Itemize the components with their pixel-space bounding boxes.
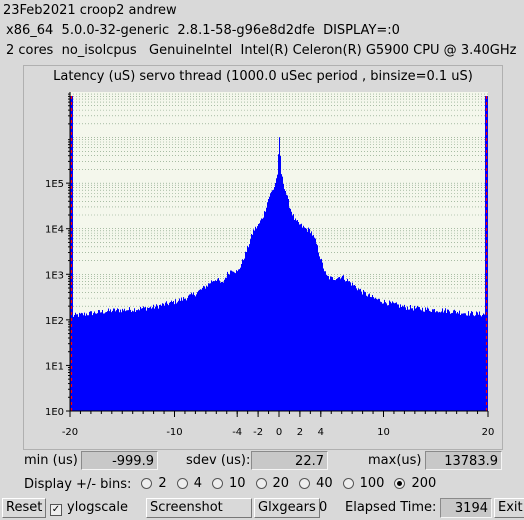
- checkmark-icon: ✓: [50, 504, 62, 516]
- bins-selector: Display +/- bins: 2 4 10 20 40 100 200: [24, 475, 436, 493]
- x-tick-label: -20: [62, 427, 78, 438]
- bins-label: Display +/- bins:: [24, 476, 132, 492]
- y-tick-label: 1E2: [45, 316, 64, 327]
- elapsed-time-value: 3194: [440, 498, 492, 518]
- bins-radio-label: 200: [411, 475, 437, 491]
- radio-dot-icon: [299, 477, 311, 489]
- bins-radio-label: 20: [272, 475, 290, 491]
- header-line-cpu: 2 cores no_isolcpus GenuineIntel Intel(R…: [6, 43, 517, 58]
- bins-radio-200[interactable]: 200: [394, 476, 436, 491]
- bins-radio-label: 100: [359, 475, 385, 491]
- bins-radio-100[interactable]: 100: [342, 475, 385, 491]
- radio-dot-icon: [176, 477, 188, 489]
- latency-histogram: Latency (uS) servo thread (1000.0 uSec p…: [23, 65, 503, 450]
- min-value: -999.9: [81, 451, 158, 470]
- radio-dot-icon: [342, 477, 354, 489]
- bins-radio-40[interactable]: 40: [299, 476, 333, 491]
- header-line-date-host: 23Feb2021 croop2 andrew: [3, 3, 177, 18]
- elapsed-time-label: Elapsed Time:: [345, 500, 437, 515]
- bins-radio-label: 40: [316, 475, 333, 491]
- reset-button[interactable]: Reset: [2, 498, 47, 518]
- max-label: max(us): [368, 453, 422, 468]
- y-tick-label: 1E5: [45, 179, 64, 190]
- radio-dot-icon: [211, 477, 223, 489]
- radio-dot-icon: [141, 477, 153, 489]
- screenshot-button[interactable]: Screenshot: [146, 498, 252, 518]
- chart-title: Latency (uS) servo thread (1000.0 uSec p…: [53, 69, 473, 84]
- min-label: min (us): [24, 453, 78, 468]
- x-tick-label: -4: [232, 427, 242, 438]
- x-tick-label: 10: [377, 427, 390, 438]
- x-tick-label: 2: [297, 427, 303, 438]
- y-tick-label: 1E0: [45, 407, 64, 418]
- radio-dot-icon: [394, 477, 406, 489]
- x-tick-label: -2: [253, 427, 263, 438]
- ylogscale-checkbox[interactable]: ✓ ylogscale: [50, 500, 128, 516]
- glxgears-button[interactable]: Glxgears: [254, 498, 320, 518]
- bins-options: 2 4 10 20 40 100 200: [131, 476, 436, 493]
- y-tick-label: 1E1: [45, 361, 64, 372]
- histogram-bars: [70, 137, 487, 411]
- bins-radio-2[interactable]: 2: [141, 475, 167, 491]
- glxgears-count: 0: [319, 500, 328, 515]
- sdev-value: 22.7: [251, 451, 328, 470]
- bins-radio-label: 4: [193, 475, 202, 491]
- x-tick-label: -10: [166, 427, 182, 438]
- max-value: 13783.9: [425, 451, 502, 470]
- x-tick-label: 20: [482, 427, 495, 438]
- y-tick-label: 1E4: [45, 225, 64, 236]
- histogram-svg: Latency (uS) servo thread (1000.0 uSec p…: [45, 69, 494, 438]
- x-tick-label: 0: [276, 427, 282, 438]
- header-line-kernel: x86_64 5.0.0-32-generic 2.8.1-58-g96e8d2…: [6, 23, 400, 38]
- x-tick-label: 4: [318, 427, 324, 438]
- ylogscale-label: ylogscale: [67, 500, 129, 515]
- y-tick-label: 1E3: [45, 270, 64, 281]
- bins-radio-20[interactable]: 20: [255, 475, 290, 491]
- sdev-label: sdev (us):: [186, 453, 251, 468]
- bins-radio-label: 2: [158, 475, 167, 491]
- bins-radio-10[interactable]: 10: [211, 475, 246, 491]
- radio-dot-icon: [255, 477, 267, 489]
- exit-button[interactable]: Exit: [494, 498, 524, 518]
- bins-radio-label: 10: [228, 475, 246, 491]
- bins-radio-4[interactable]: 4: [176, 475, 202, 491]
